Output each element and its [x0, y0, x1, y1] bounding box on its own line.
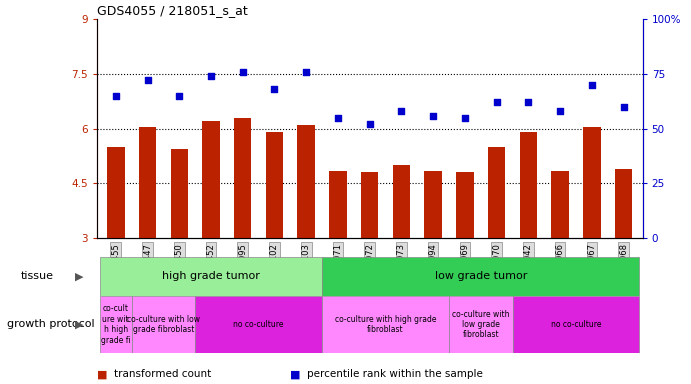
Text: growth protocol: growth protocol	[7, 319, 95, 329]
Bar	[234, 118, 252, 238]
Point	[555, 108, 566, 114]
Text: co-culture with low
grade fibroblast: co-culture with low grade fibroblast	[127, 315, 200, 334]
Bar	[139, 127, 156, 238]
Bar	[100, 296, 132, 353]
Point	[332, 115, 343, 121]
Bar	[107, 147, 124, 238]
Point	[428, 113, 439, 119]
Bar	[392, 165, 410, 238]
Bar	[449, 296, 513, 353]
Bar	[513, 296, 639, 353]
Bar	[132, 296, 195, 353]
Point	[491, 99, 502, 106]
Text: co-cult
ure wit
h high
grade fi: co-cult ure wit h high grade fi	[101, 305, 131, 344]
Bar	[266, 132, 283, 238]
Point	[587, 82, 598, 88]
Bar	[322, 296, 449, 353]
Point	[237, 69, 248, 75]
Bar	[361, 172, 379, 238]
Bar	[488, 147, 505, 238]
Text: tissue: tissue	[21, 271, 54, 281]
Point	[364, 121, 375, 127]
Bar	[171, 149, 188, 238]
Point	[111, 93, 122, 99]
Bar	[100, 257, 322, 296]
Bar	[583, 127, 600, 238]
Text: co-culture with high grade
fibroblast: co-culture with high grade fibroblast	[335, 315, 436, 334]
Bar	[615, 169, 632, 238]
Point	[269, 86, 280, 92]
Text: ▶: ▶	[75, 271, 84, 281]
Text: GDS4055 / 218051_s_at: GDS4055 / 218051_s_at	[97, 3, 247, 17]
Bar	[424, 170, 442, 238]
Point	[618, 104, 629, 110]
Bar	[202, 121, 220, 238]
Bar	[195, 296, 322, 353]
Text: high grade tumor: high grade tumor	[162, 271, 260, 281]
Point	[205, 73, 216, 79]
Point	[301, 69, 312, 75]
Point	[460, 115, 471, 121]
Point	[173, 93, 184, 99]
Text: ■: ■	[97, 369, 107, 379]
Text: co-culture with
low grade
fibroblast: co-culture with low grade fibroblast	[452, 310, 509, 339]
Text: ▶: ▶	[75, 319, 84, 329]
Text: no co-culture: no co-culture	[551, 320, 601, 329]
Text: percentile rank within the sample: percentile rank within the sample	[307, 369, 484, 379]
Point	[142, 78, 153, 84]
Bar	[551, 170, 569, 238]
Bar	[298, 125, 315, 238]
Bar	[322, 257, 639, 296]
Bar	[456, 172, 473, 238]
Text: ■: ■	[290, 369, 301, 379]
Bar	[329, 170, 347, 238]
Point	[523, 99, 534, 106]
Text: no co-culture: no co-culture	[234, 320, 284, 329]
Text: low grade tumor: low grade tumor	[435, 271, 527, 281]
Bar	[520, 132, 537, 238]
Text: transformed count: transformed count	[114, 369, 211, 379]
Point	[396, 108, 407, 114]
